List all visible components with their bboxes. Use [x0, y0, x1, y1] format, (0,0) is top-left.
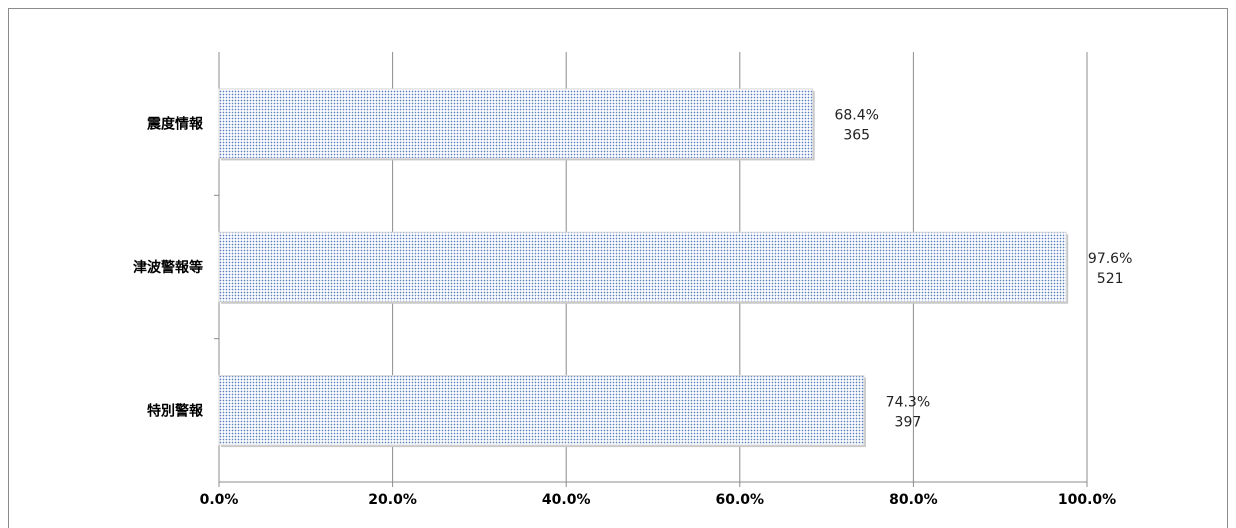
data-label-count: 521 — [1097, 271, 1124, 287]
x-tick-label: 40.0% — [542, 492, 591, 508]
chart-frame — [8, 8, 1228, 528]
bar — [218, 231, 1067, 303]
data-label-count: 365 — [843, 128, 870, 144]
x-tick-label: 0.0% — [200, 492, 239, 508]
labels: 0.0% 20.0% 40.0% 60.0% 80.0% 100.0% 震度情報 68.4% 3… — [133, 108, 1132, 508]
data-label-count: 397 — [895, 414, 922, 430]
bars — [218, 88, 1069, 448]
x-tick-label: 60.0% — [716, 492, 765, 508]
data-label-percent: 68.4% — [834, 108, 878, 124]
category-label: 特別警報 — [147, 402, 204, 419]
bar — [218, 375, 865, 446]
category-label: 震度情報 — [146, 116, 204, 133]
x-tick-label: 20.0% — [368, 492, 417, 508]
bar — [218, 88, 814, 159]
category-label: 津波警報等 — [133, 259, 203, 276]
x-tick-label: 80.0% — [889, 492, 938, 508]
data-label-percent: 74.3% — [886, 394, 930, 410]
x-tick-label: 100.0% — [1058, 492, 1116, 508]
data-label-percent: 97.6% — [1088, 251, 1132, 267]
